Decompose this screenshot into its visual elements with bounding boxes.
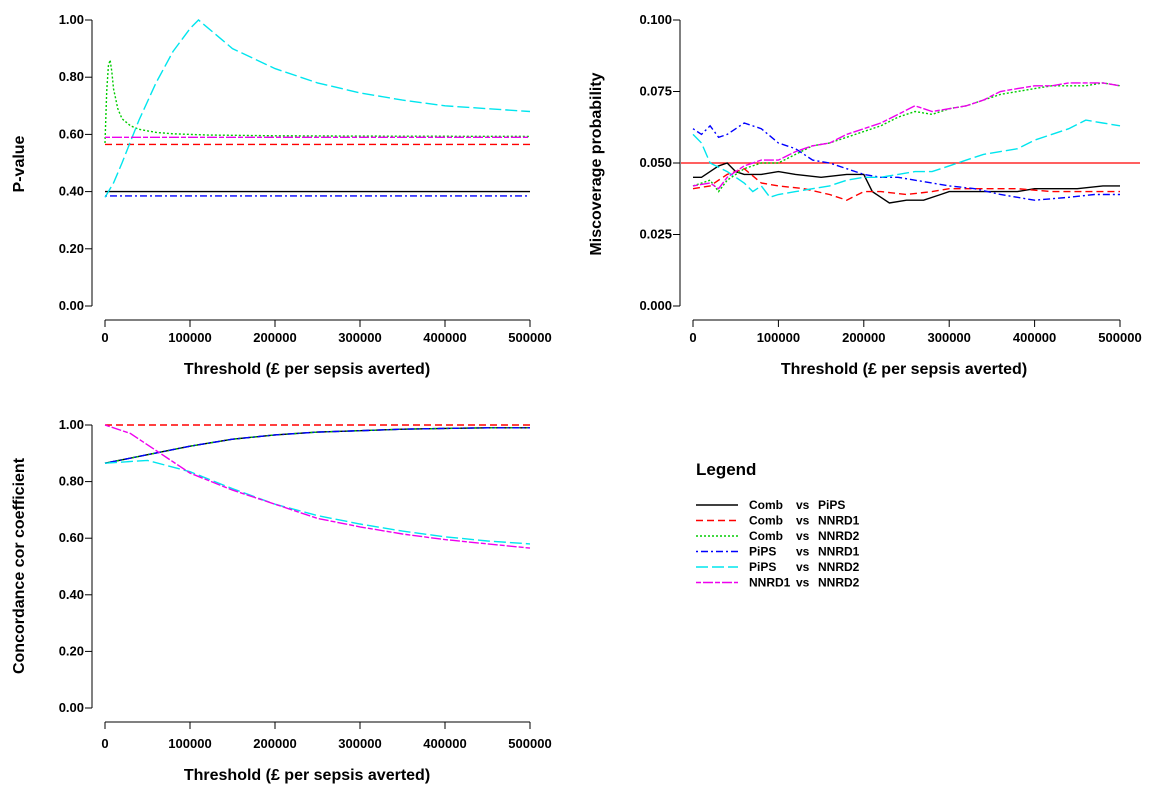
pvalue-xlabel: Threshold (£ per sepsis averted) <box>184 361 430 378</box>
miscoverage-panel: Threshold (£ per sepsis averted) Miscove… <box>588 12 1142 378</box>
miscoverage-x-tick-label: 0 <box>689 330 696 345</box>
legend-label-b: NNRD2 <box>818 529 860 543</box>
miscoverage-series-nnrd1-nnrd2 <box>692 82 1121 190</box>
pvalue-y-tick-label: 0.80 <box>59 69 84 84</box>
legend-label-b: PiPS <box>818 498 845 512</box>
miscoverage-x-tick-label: 200000 <box>842 330 885 345</box>
miscoverage-x-tick-label: 400000 <box>1013 330 1056 345</box>
miscoverage-series-comb-nnrd1 <box>692 167 1120 201</box>
legend-label-b: NNRD1 <box>818 545 860 559</box>
concordance-y-tick-label: 0.00 <box>59 700 84 715</box>
legend-label-a: NNRD1 <box>749 576 791 590</box>
legend-label-a: PiPS <box>749 545 776 559</box>
miscoverage-y-tick-label: 0.100 <box>639 12 672 27</box>
pvalue-x-tick-label: 500000 <box>508 330 551 345</box>
legend-label-vs: vs <box>796 545 810 559</box>
concordance-series-pips-nnrd2 <box>104 459 531 545</box>
miscoverage-y-tick-label: 0.050 <box>639 155 672 170</box>
legend-label-a: PiPS <box>749 560 776 574</box>
miscoverage-series-comb-nnrd2 <box>692 82 1121 193</box>
miscoverage-x-tick-label: 300000 <box>928 330 971 345</box>
pvalue-x-tick-label: 0 <box>101 330 108 345</box>
pvalue-series-pips-nnrd2 <box>104 19 531 198</box>
concordance-y-tick-label: 1.00 <box>59 417 84 432</box>
pvalue-ylabel: P-value <box>11 135 28 192</box>
pvalue-y-tick-label: 0.00 <box>59 298 84 313</box>
pvalue-y-tick-label: 0.40 <box>59 184 84 199</box>
miscoverage-y-tick-label: 0.000 <box>639 298 672 313</box>
legend-label-b: NNRD1 <box>818 514 860 528</box>
legend-label-vs: vs <box>796 498 810 512</box>
legend-label-a: Comb <box>749 514 783 528</box>
pvalue-y-tick-label: 0.20 <box>59 241 84 256</box>
concordance-x-tick-label: 500000 <box>508 736 551 751</box>
pvalue-x-tick-label: 200000 <box>253 330 296 345</box>
miscoverage-x-tick-label: 100000 <box>757 330 800 345</box>
miscoverage-xlabel: Threshold (£ per sepsis averted) <box>781 361 1027 378</box>
concordance-x-tick-label: 200000 <box>253 736 296 751</box>
legend-label-b: NNRD2 <box>818 576 860 590</box>
legend-label-vs: vs <box>796 529 810 543</box>
concordance-panel: Threshold (£ per sepsis averted) Concord… <box>11 417 552 784</box>
legend-label-vs: vs <box>796 576 810 590</box>
pvalue-x-tick-label: 400000 <box>423 330 466 345</box>
pvalue-panel: Threshold (£ per sepsis averted) P-value… <box>11 12 552 378</box>
miscoverage-ylabel: Miscoverage probability <box>588 72 605 255</box>
concordance-xlabel: Threshold (£ per sepsis averted) <box>184 767 430 784</box>
concordance-y-tick-label: 0.60 <box>59 530 84 545</box>
legend-label-vs: vs <box>796 560 810 574</box>
miscoverage-y-tick-label: 0.025 <box>639 227 672 242</box>
miscoverage-x-tick-label: 500000 <box>1098 330 1141 345</box>
legend-label-b: NNRD2 <box>818 560 860 574</box>
miscoverage-y-tick-label: 0.075 <box>639 84 672 99</box>
legend-label-a: Comb <box>749 529 783 543</box>
legend-label-vs: vs <box>796 514 810 528</box>
pvalue-x-tick-label: 100000 <box>168 330 211 345</box>
concordance-x-tick-label: 400000 <box>423 736 466 751</box>
concordance-y-tick-label: 0.40 <box>59 587 84 602</box>
concordance-x-tick-label: 0 <box>101 736 108 751</box>
pvalue-y-tick-label: 1.00 <box>59 12 84 27</box>
miscoverage-series-pips-nnrd1 <box>692 122 1120 201</box>
legend-title: Legend <box>696 460 756 479</box>
concordance-y-tick-label: 0.80 <box>59 474 84 489</box>
pvalue-x-tick-label: 300000 <box>338 330 381 345</box>
concordance-y-tick-label: 0.20 <box>59 643 84 658</box>
miscoverage-series-comb-pips <box>693 162 1120 204</box>
pvalue-series-comb-nnrd2 <box>104 59 531 144</box>
concordance-x-tick-label: 300000 <box>338 736 381 751</box>
legend-label-a: Comb <box>749 498 783 512</box>
concordance-x-tick-label: 100000 <box>168 736 211 751</box>
pvalue-y-tick-label: 0.60 <box>59 126 84 141</box>
miscoverage-series-pips-nnrd2 <box>692 119 1121 199</box>
concordance-series-comb-nnrd2 <box>104 427 530 464</box>
concordance-series-pips-nnrd1 <box>104 427 530 464</box>
concordance-series-nnrd1-nnrd2 <box>104 424 531 549</box>
concordance-ylabel: Concordance cor coefficient <box>11 457 28 674</box>
concordance-series-comb-pips <box>104 427 530 464</box>
